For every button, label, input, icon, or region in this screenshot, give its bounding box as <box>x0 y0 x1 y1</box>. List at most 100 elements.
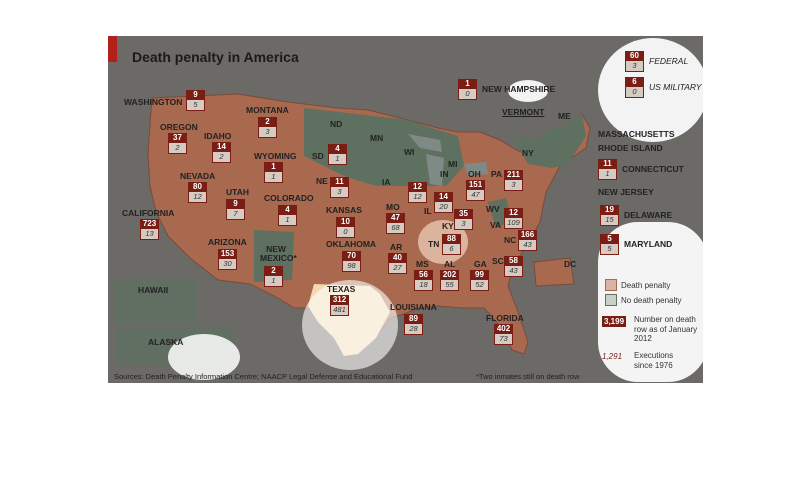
no-dp-label: ME <box>558 111 571 121</box>
executions-count: 43 <box>518 240 537 251</box>
executions-count: 2 <box>212 152 231 163</box>
legend-no-death-penalty: No death penalty <box>605 294 682 306</box>
side-text-label: RHODE ISLAND <box>598 143 663 153</box>
executions-count: 20 <box>434 202 453 213</box>
executions-count: 12 <box>188 192 207 203</box>
state-label: SD <box>312 151 324 161</box>
executions-count: 3 <box>504 180 523 191</box>
death-row-count: 1 <box>458 79 477 89</box>
death-row-count: 58 <box>504 256 523 266</box>
death-row-count: 88 <box>442 234 461 244</box>
state-label: GA <box>474 259 487 269</box>
state-label: WYOMING <box>254 151 297 161</box>
death-row-count: 99 <box>470 270 489 280</box>
death-row-badge: 166 43 <box>518 230 537 251</box>
state-label: SC <box>492 256 504 266</box>
death-row-badge: 11 1 <box>598 159 617 180</box>
death-row-count: 40 <box>388 253 407 263</box>
legend-swatch <box>605 279 617 291</box>
death-row-count: 19 <box>600 205 619 215</box>
death-row-badge: 10 0 <box>336 217 355 238</box>
executions-count: 6 <box>442 244 461 255</box>
map-title: Death penalty in America <box>132 49 299 65</box>
death-row-badge: 153 30 <box>218 249 237 270</box>
legend-text: No death penalty <box>621 295 682 305</box>
no-dp-label: MN <box>370 133 384 143</box>
state-label: MONTANA <box>246 105 289 115</box>
death-row-count: 56 <box>414 270 433 280</box>
footnote: *Two inmates still on death row <box>476 372 580 381</box>
state-label: OREGON <box>160 122 198 132</box>
death-row-count: 166 <box>518 230 537 240</box>
no-dp-label: NY <box>522 148 534 158</box>
death-row-badge: 99 52 <box>470 270 489 291</box>
state-label: AR <box>390 242 403 252</box>
glow-newhampshire <box>508 80 548 102</box>
death-row-count: 12 <box>408 182 427 192</box>
state-label: TN <box>428 239 440 249</box>
death-row-count: 80 <box>188 182 207 192</box>
death-row-count: 11 <box>598 159 617 169</box>
executions-count: 12 <box>408 192 427 203</box>
executions-count: 55 <box>440 280 459 291</box>
executions-count: 98 <box>342 261 361 272</box>
state-label: NEVADA <box>180 171 216 181</box>
side-text-label: NEW JERSEY <box>598 187 654 197</box>
death-row-badge: 19 15 <box>600 205 619 226</box>
executions-count: 0 <box>625 87 644 98</box>
executions-count: 73 <box>494 334 513 345</box>
death-row-count: 151 <box>466 180 485 190</box>
death-row-badge: 14 2 <box>212 142 231 163</box>
death-row-badge: 11 3 <box>330 177 349 198</box>
state-label: FLORIDA <box>486 313 524 323</box>
executions-count: 3 <box>330 187 349 198</box>
death-row-badge: 70 98 <box>342 251 361 272</box>
death-row-count: 9 <box>226 199 245 209</box>
executions-count: 47 <box>466 190 485 201</box>
state-label: TEXAS <box>327 284 356 294</box>
executions-count: 481 <box>330 305 349 316</box>
death-row-badge: 40 27 <box>388 253 407 274</box>
no-dp-north <box>304 108 464 186</box>
state-label: VA <box>490 220 502 230</box>
executions-count: 52 <box>470 280 489 291</box>
death-row-badge: 37 2 <box>168 133 187 154</box>
executions-count: 43 <box>504 266 523 277</box>
death-row-badge: 312 481 <box>330 295 349 316</box>
death-row-count: 70 <box>342 251 361 261</box>
executions-count: 27 <box>388 263 407 274</box>
death-row-count: 11 <box>330 177 349 187</box>
side-label: CONNECTICUT <box>622 164 684 175</box>
executions-count: 1 <box>264 172 283 183</box>
executions-count: 5 <box>186 100 205 111</box>
state-label: CALIFORNIA <box>122 208 175 218</box>
executions-count: 3 <box>454 219 473 230</box>
death-row-badge: 723 13 <box>140 219 159 240</box>
side-row-delaware: 19 15 DELAWARE <box>600 205 672 226</box>
death-row-count: 153 <box>218 249 237 259</box>
executions-count: 5 <box>600 244 619 255</box>
state-label: NEW MEXICO* <box>260 244 297 263</box>
state-label: PA <box>491 169 503 179</box>
legend-swatch <box>605 294 617 306</box>
no-dp-label: MI <box>448 159 458 169</box>
executions-count: 1 <box>278 215 297 226</box>
side-label: DELAWARE <box>624 210 673 221</box>
us-map <box>114 93 591 366</box>
death-row-badge: 80 12 <box>188 182 207 203</box>
legend-text: Death penalty <box>621 280 671 290</box>
executions-count: 1 <box>264 276 283 287</box>
no-dp-label: ND <box>330 119 343 129</box>
state-label: OKLAHOMA <box>326 239 377 249</box>
death-row-count: 6 <box>625 77 644 87</box>
state-label: MS <box>416 259 429 269</box>
no-dp-label: WI <box>404 147 415 157</box>
death-row-count: 202 <box>440 270 459 280</box>
